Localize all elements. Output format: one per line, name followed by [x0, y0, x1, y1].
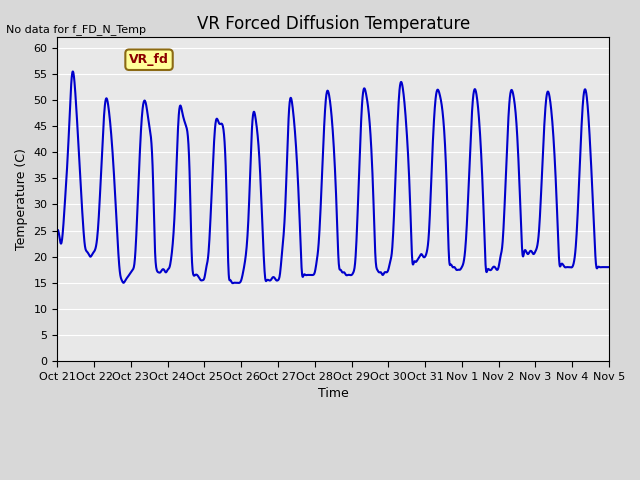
Text: VR_fd: VR_fd: [129, 53, 169, 66]
X-axis label: Time: Time: [318, 387, 349, 400]
Legend: : [328, 416, 338, 426]
Y-axis label: Temperature (C): Temperature (C): [15, 148, 28, 250]
Text: No data for f_FD_N_Temp: No data for f_FD_N_Temp: [6, 24, 147, 35]
Title: VR Forced Diffusion Temperature: VR Forced Diffusion Temperature: [196, 15, 470, 33]
